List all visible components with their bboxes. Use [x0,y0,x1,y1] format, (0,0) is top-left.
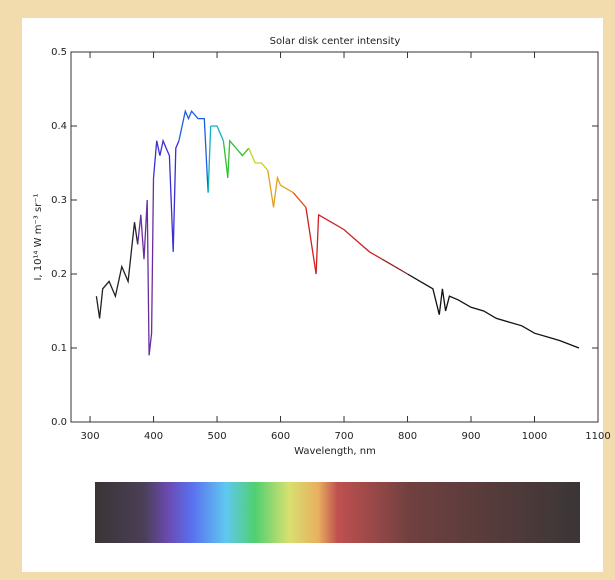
spectrum-joint [292,192,307,208]
spectrum-line [255,162,269,171]
spectrum-line [394,266,408,275]
y-tick-label: 0.0 [51,417,67,428]
spectrum-joint [381,258,396,268]
x-tick-label: 800 [398,431,417,442]
plot-frame [70,51,599,423]
y-tick-label: 0.1 [51,343,67,354]
y-tick-label: 0.5 [51,47,67,58]
y-axis-label: I, 10¹⁴ W m⁻³ sr⁻¹ [33,193,44,280]
x-tick-label: 1000 [522,431,547,442]
chart-title: Solar disk center intensity [270,36,401,47]
spectrum-line [156,138,180,252]
spectrum-joint [407,273,421,282]
spectrum-joint [222,140,229,178]
x-tick-label: 600 [271,431,290,442]
x-tick-label: 900 [461,431,480,442]
y-tick-label: 0.4 [51,121,67,132]
x-tick-label: 400 [144,431,163,442]
spectrum-joint [178,125,183,141]
y-tick-label: 0.2 [51,269,67,280]
y-tick-label: 0.3 [51,195,67,206]
spectrum-line [95,222,139,319]
spectrum-line [227,139,250,178]
x-tick-label: 300 [81,431,100,442]
spectrum-joint [137,214,142,245]
spectrum-line [315,213,383,275]
spectrum-joint [248,147,256,164]
spectrum-joint [207,125,212,193]
x-tick-label: 700 [334,431,353,442]
spectrum-joint [152,140,158,178]
spectrum-line [272,175,294,208]
spectrum-line [210,125,224,142]
x-tick-label: 500 [207,431,226,442]
panel [22,18,603,572]
spectrum-line [181,109,209,193]
spectrum-strip [95,482,580,543]
x-tick-label: 1100 [585,431,610,442]
x-axis-label: Wavelength, nm [294,446,376,457]
spectrum-line [419,280,580,349]
spectrum-line [140,177,155,356]
spectrum-joint [305,207,317,275]
spectrum-joint [267,170,275,208]
